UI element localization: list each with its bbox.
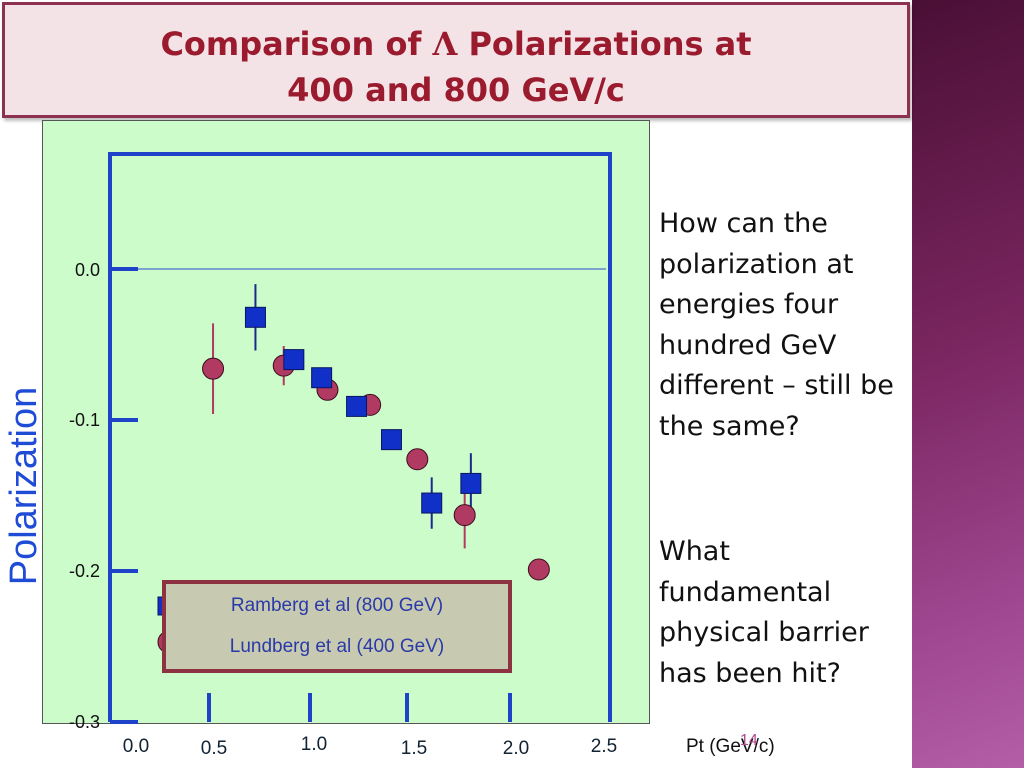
plot-frame bbox=[108, 152, 612, 722]
title-box: Comparison of Λ Polarizations at 400 and… bbox=[2, 2, 910, 118]
slide-number: 14 bbox=[740, 732, 758, 749]
slide-title-line2: 400 and 800 GeV/c bbox=[287, 71, 625, 109]
point-800-gev bbox=[311, 367, 333, 389]
slide-title-line1: Comparison of Λ Polarizations at bbox=[5, 25, 907, 63]
x-tick-label: 1.0 bbox=[300, 734, 328, 755]
point-800-gev bbox=[421, 492, 443, 514]
point-400-gev bbox=[406, 448, 429, 471]
point-800-gev bbox=[460, 472, 482, 494]
point-800-gev bbox=[346, 395, 368, 417]
x-tick-label: 0.0 bbox=[122, 736, 150, 757]
title-suffix: Polarizations at bbox=[457, 25, 752, 63]
point-800-gev bbox=[283, 349, 305, 371]
question-barrier: What fundamental physical barrier has be… bbox=[659, 536, 869, 689]
point-400-gev bbox=[453, 504, 476, 527]
y-axis-label: Polarization bbox=[3, 386, 45, 586]
question-polarization: How can the polarization at energies fou… bbox=[659, 208, 894, 442]
x-tick-label: 2.5 bbox=[590, 736, 618, 757]
x-tick-label: 1.5 bbox=[400, 738, 428, 759]
x-axis-label: Pt (GeV/c) bbox=[686, 736, 775, 757]
lambda-symbol: Λ bbox=[432, 25, 458, 63]
x-tick-label: 0.5 bbox=[200, 738, 228, 759]
legend: Ramberg et al (800 GeV) Lundberg et al (… bbox=[162, 580, 512, 673]
legend-label-400: Lundberg et al (400 GeV) bbox=[229, 636, 445, 657]
x-tick-label: 2.0 bbox=[502, 738, 530, 759]
legend-label-800: Ramberg et al (800 GeV) bbox=[230, 595, 444, 616]
decorative-side-band bbox=[912, 0, 1024, 768]
point-800-gev bbox=[380, 429, 402, 451]
y-tick-label: -0.1 bbox=[68, 410, 100, 430]
y-tick-label: -0.2 bbox=[68, 561, 100, 581]
title-prefix: Comparison of bbox=[160, 25, 433, 63]
point-400-gev bbox=[527, 558, 550, 581]
y-tick-label: -0.3 bbox=[68, 712, 100, 732]
point-400-gev bbox=[202, 357, 225, 380]
y-tick-label: 0.0 bbox=[74, 260, 100, 280]
point-800-gev bbox=[244, 306, 266, 328]
